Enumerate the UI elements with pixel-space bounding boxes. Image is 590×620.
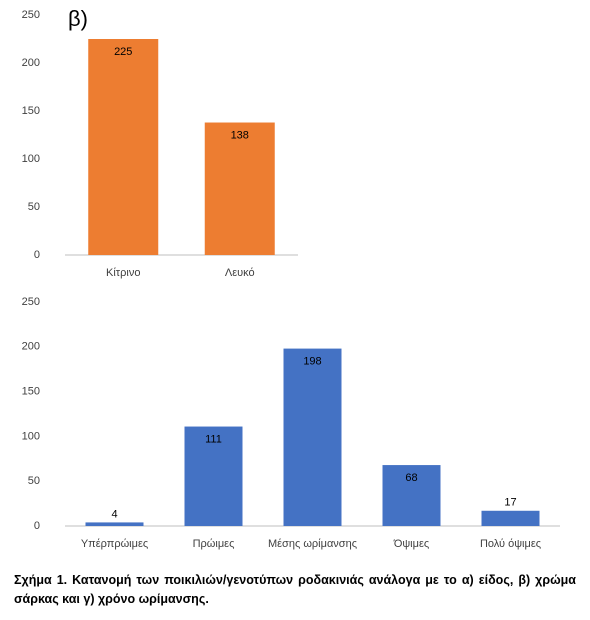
y-tick-label: 0 xyxy=(34,249,40,261)
y-tick-label: 200 xyxy=(22,57,40,69)
x-tick-label: Όψιμες xyxy=(393,538,429,550)
bar xyxy=(85,522,144,526)
y-tick-label: 50 xyxy=(28,201,40,213)
chart-label: β) xyxy=(68,6,88,31)
x-tick-label: Μέσης ωρίμανσης xyxy=(268,538,357,550)
value-label: 225 xyxy=(114,46,132,58)
y-tick-label: 250 xyxy=(22,9,40,21)
value-label: 198 xyxy=(303,355,321,367)
y-tick-label: 0 xyxy=(34,520,40,532)
caption: Σχήμα 1. Κατανομή των ποικιλιών/γενοτύπω… xyxy=(14,573,576,606)
y-tick-label: 250 xyxy=(22,296,40,308)
x-tick-label: Πρώιμες xyxy=(193,538,235,550)
bar xyxy=(88,39,159,255)
value-label: 111 xyxy=(205,433,222,445)
y-tick-label: 100 xyxy=(22,430,40,442)
y-tick-label: 50 xyxy=(28,475,40,487)
bar xyxy=(382,465,441,526)
bar xyxy=(184,426,243,526)
x-tick-label: Υπέρπρώιμες xyxy=(81,538,148,550)
x-tick-label: Κίτρινο xyxy=(106,267,140,279)
y-tick-label: 200 xyxy=(22,341,40,353)
value-label: 17 xyxy=(504,497,516,509)
bar xyxy=(204,122,275,256)
x-tick-label: Λευκό xyxy=(225,267,255,279)
value-label: 138 xyxy=(231,129,249,141)
value-label: 68 xyxy=(405,472,417,484)
x-tick-label: Πολύ όψιμες xyxy=(480,538,541,550)
bar xyxy=(283,348,342,526)
y-tick-label: 150 xyxy=(22,386,40,398)
bar xyxy=(481,510,540,526)
y-tick-label: 150 xyxy=(22,105,40,117)
charts: 0 50 100 150 200 250 β) Κίτρινο 225 Λευκό 138 0 50 10… xyxy=(22,6,560,550)
value-label: 4 xyxy=(111,508,117,520)
y-tick-label: 100 xyxy=(22,153,40,165)
